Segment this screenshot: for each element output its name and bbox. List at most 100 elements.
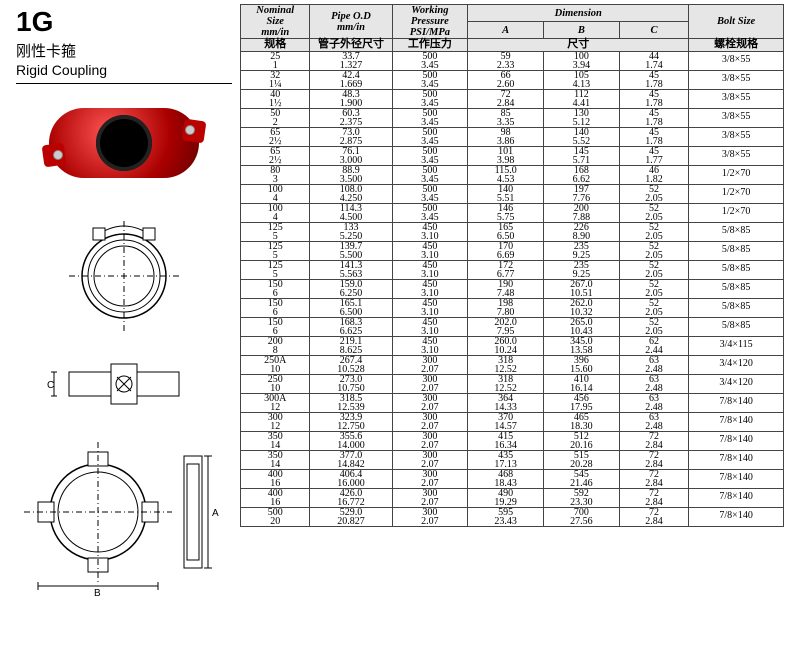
hdr-bolt: Bolt Size <box>689 5 784 39</box>
cell-bolt: 7/8×140 <box>689 469 784 488</box>
cell: 5003.45 <box>392 70 468 89</box>
cell-bolt: 3/4×120 <box>689 374 784 393</box>
cell: 1405.51 <box>468 184 544 203</box>
cell: 33.71.327 <box>310 51 392 70</box>
cell: 2007.88 <box>544 203 620 222</box>
cell: 3002.07 <box>392 374 468 393</box>
cell: 3002.07 <box>392 393 468 412</box>
cell: 632.48 <box>619 412 688 431</box>
cell: 2359.25 <box>544 241 620 260</box>
cell: 139.75.500 <box>310 241 392 260</box>
cell: 522.05 <box>619 184 688 203</box>
cell: 219.18.625 <box>310 336 392 355</box>
cell: 451.78 <box>619 70 688 89</box>
cell: 5003.45 <box>392 127 468 146</box>
table-row: 300A12318.512.5393002.0736414.3345617.95… <box>241 393 784 412</box>
cell: 2359.25 <box>544 260 620 279</box>
cell: 3002.07 <box>392 488 468 507</box>
table-row: 2008219.18.6254503.10260.010.24345.013.5… <box>241 336 784 355</box>
cell: 1455.71 <box>544 146 620 165</box>
cell: 46818.43 <box>468 469 544 488</box>
cell: 159.06.250 <box>310 279 392 298</box>
cell: 1054.13 <box>544 70 620 89</box>
cell: 5003.45 <box>392 51 468 70</box>
cell: 108.04.250 <box>310 184 392 203</box>
cell: 3002.07 <box>392 469 468 488</box>
cell: 5003.45 <box>392 165 468 184</box>
cell: 260.010.24 <box>468 336 544 355</box>
cell: 168.36.625 <box>310 317 392 336</box>
title-english: Rigid Coupling <box>16 62 232 78</box>
cell: 250A10 <box>241 355 310 374</box>
title-chinese: 刚性卡箍 <box>16 40 232 61</box>
cell-bolt: 3/8×55 <box>689 89 784 108</box>
cell-bolt: 7/8×140 <box>689 450 784 469</box>
table-row: 12551335.2504503.101656.502268.90522.055… <box>241 222 784 241</box>
cell: 529.020.827 <box>310 507 392 526</box>
cell: 31812.52 <box>468 374 544 393</box>
cell: 76.13.000 <box>310 146 392 165</box>
cell: 273.010.750 <box>310 374 392 393</box>
cell-bolt: 3/8×55 <box>689 146 784 165</box>
cell: 42.41.669 <box>310 70 392 89</box>
table-row: 1004114.34.5005003.451465.752007.88522.0… <box>241 203 784 222</box>
cell: 345.013.58 <box>544 336 620 355</box>
cell: 3002.07 <box>392 450 468 469</box>
cell-bolt: 7/8×140 <box>689 507 784 526</box>
cell: 522.05 <box>619 260 688 279</box>
cell: 722.84 <box>619 431 688 450</box>
cell: 1726.77 <box>468 260 544 279</box>
cell: 1656.50 <box>468 222 544 241</box>
table-row: 652½76.13.0005003.451013.981455.71451.77… <box>241 146 784 165</box>
cell: 722.84 <box>619 469 688 488</box>
cell: 50020 <box>241 507 310 526</box>
cell: 1686.62 <box>544 165 620 184</box>
cell: 1335.250 <box>310 222 392 241</box>
cell-bolt: 1/2×70 <box>689 203 784 222</box>
cell: 88.93.500 <box>310 165 392 184</box>
table-row: 35014355.614.0003002.0741516.3451220.167… <box>241 431 784 450</box>
cell: 803 <box>241 165 310 184</box>
cell: 318.512.539 <box>310 393 392 412</box>
cell: 355.614.000 <box>310 431 392 450</box>
cell: 4503.10 <box>392 298 468 317</box>
cell: 722.84 <box>468 89 544 108</box>
cell: 36414.33 <box>468 393 544 412</box>
table-row: 40016406.416.0003002.0746818.4354521.467… <box>241 469 784 488</box>
cell: 40016 <box>241 488 310 507</box>
cell: 4503.10 <box>392 222 468 241</box>
cell: 267.410.528 <box>310 355 392 374</box>
cell-bolt: 3/4×115 <box>689 336 784 355</box>
cell: 632.48 <box>619 393 688 412</box>
table-row: 401½48.31.9005003.45722.841124.41451.783… <box>241 89 784 108</box>
table-row: 50020529.020.8273002.0759523.4370027.567… <box>241 507 784 526</box>
cell: 1977.76 <box>544 184 620 203</box>
diagram-side: B A <box>24 432 224 600</box>
table-row: 652½73.02.8755003.45983.861405.52451.783… <box>241 127 784 146</box>
cell: 5003.45 <box>392 146 468 165</box>
cell: 632.48 <box>619 355 688 374</box>
hdr-pipe: Pipe O.Dmm/in <box>310 5 392 39</box>
cell-bolt: 7/8×140 <box>689 393 784 412</box>
cell: 70027.56 <box>544 507 620 526</box>
cell: 1706.69 <box>468 241 544 260</box>
cell: 522.05 <box>619 241 688 260</box>
table-row: 1255139.75.5004503.101706.692359.25522.0… <box>241 241 784 260</box>
cell: 5003.45 <box>392 89 468 108</box>
cell-bolt: 3/8×55 <box>689 51 784 70</box>
sub-bolt: 螺栓规格 <box>689 39 784 52</box>
cell: 451.78 <box>619 108 688 127</box>
cell: 4503.10 <box>392 260 468 279</box>
cell: 1255 <box>241 260 310 279</box>
cell: 853.35 <box>468 108 544 127</box>
hdr-c: C <box>619 22 688 39</box>
hdr-dimension: Dimension <box>468 5 689 22</box>
table-row: 1506168.36.6254503.10202.07.95265.010.43… <box>241 317 784 336</box>
hdr-a: A <box>468 22 544 39</box>
cell: 43517.13 <box>468 450 544 469</box>
cell: 31812.52 <box>468 355 544 374</box>
cell: 1506 <box>241 279 310 298</box>
cell: 59223.30 <box>544 488 620 507</box>
cell-bolt: 3/4×120 <box>689 355 784 374</box>
cell-bolt: 5/8×85 <box>689 241 784 260</box>
